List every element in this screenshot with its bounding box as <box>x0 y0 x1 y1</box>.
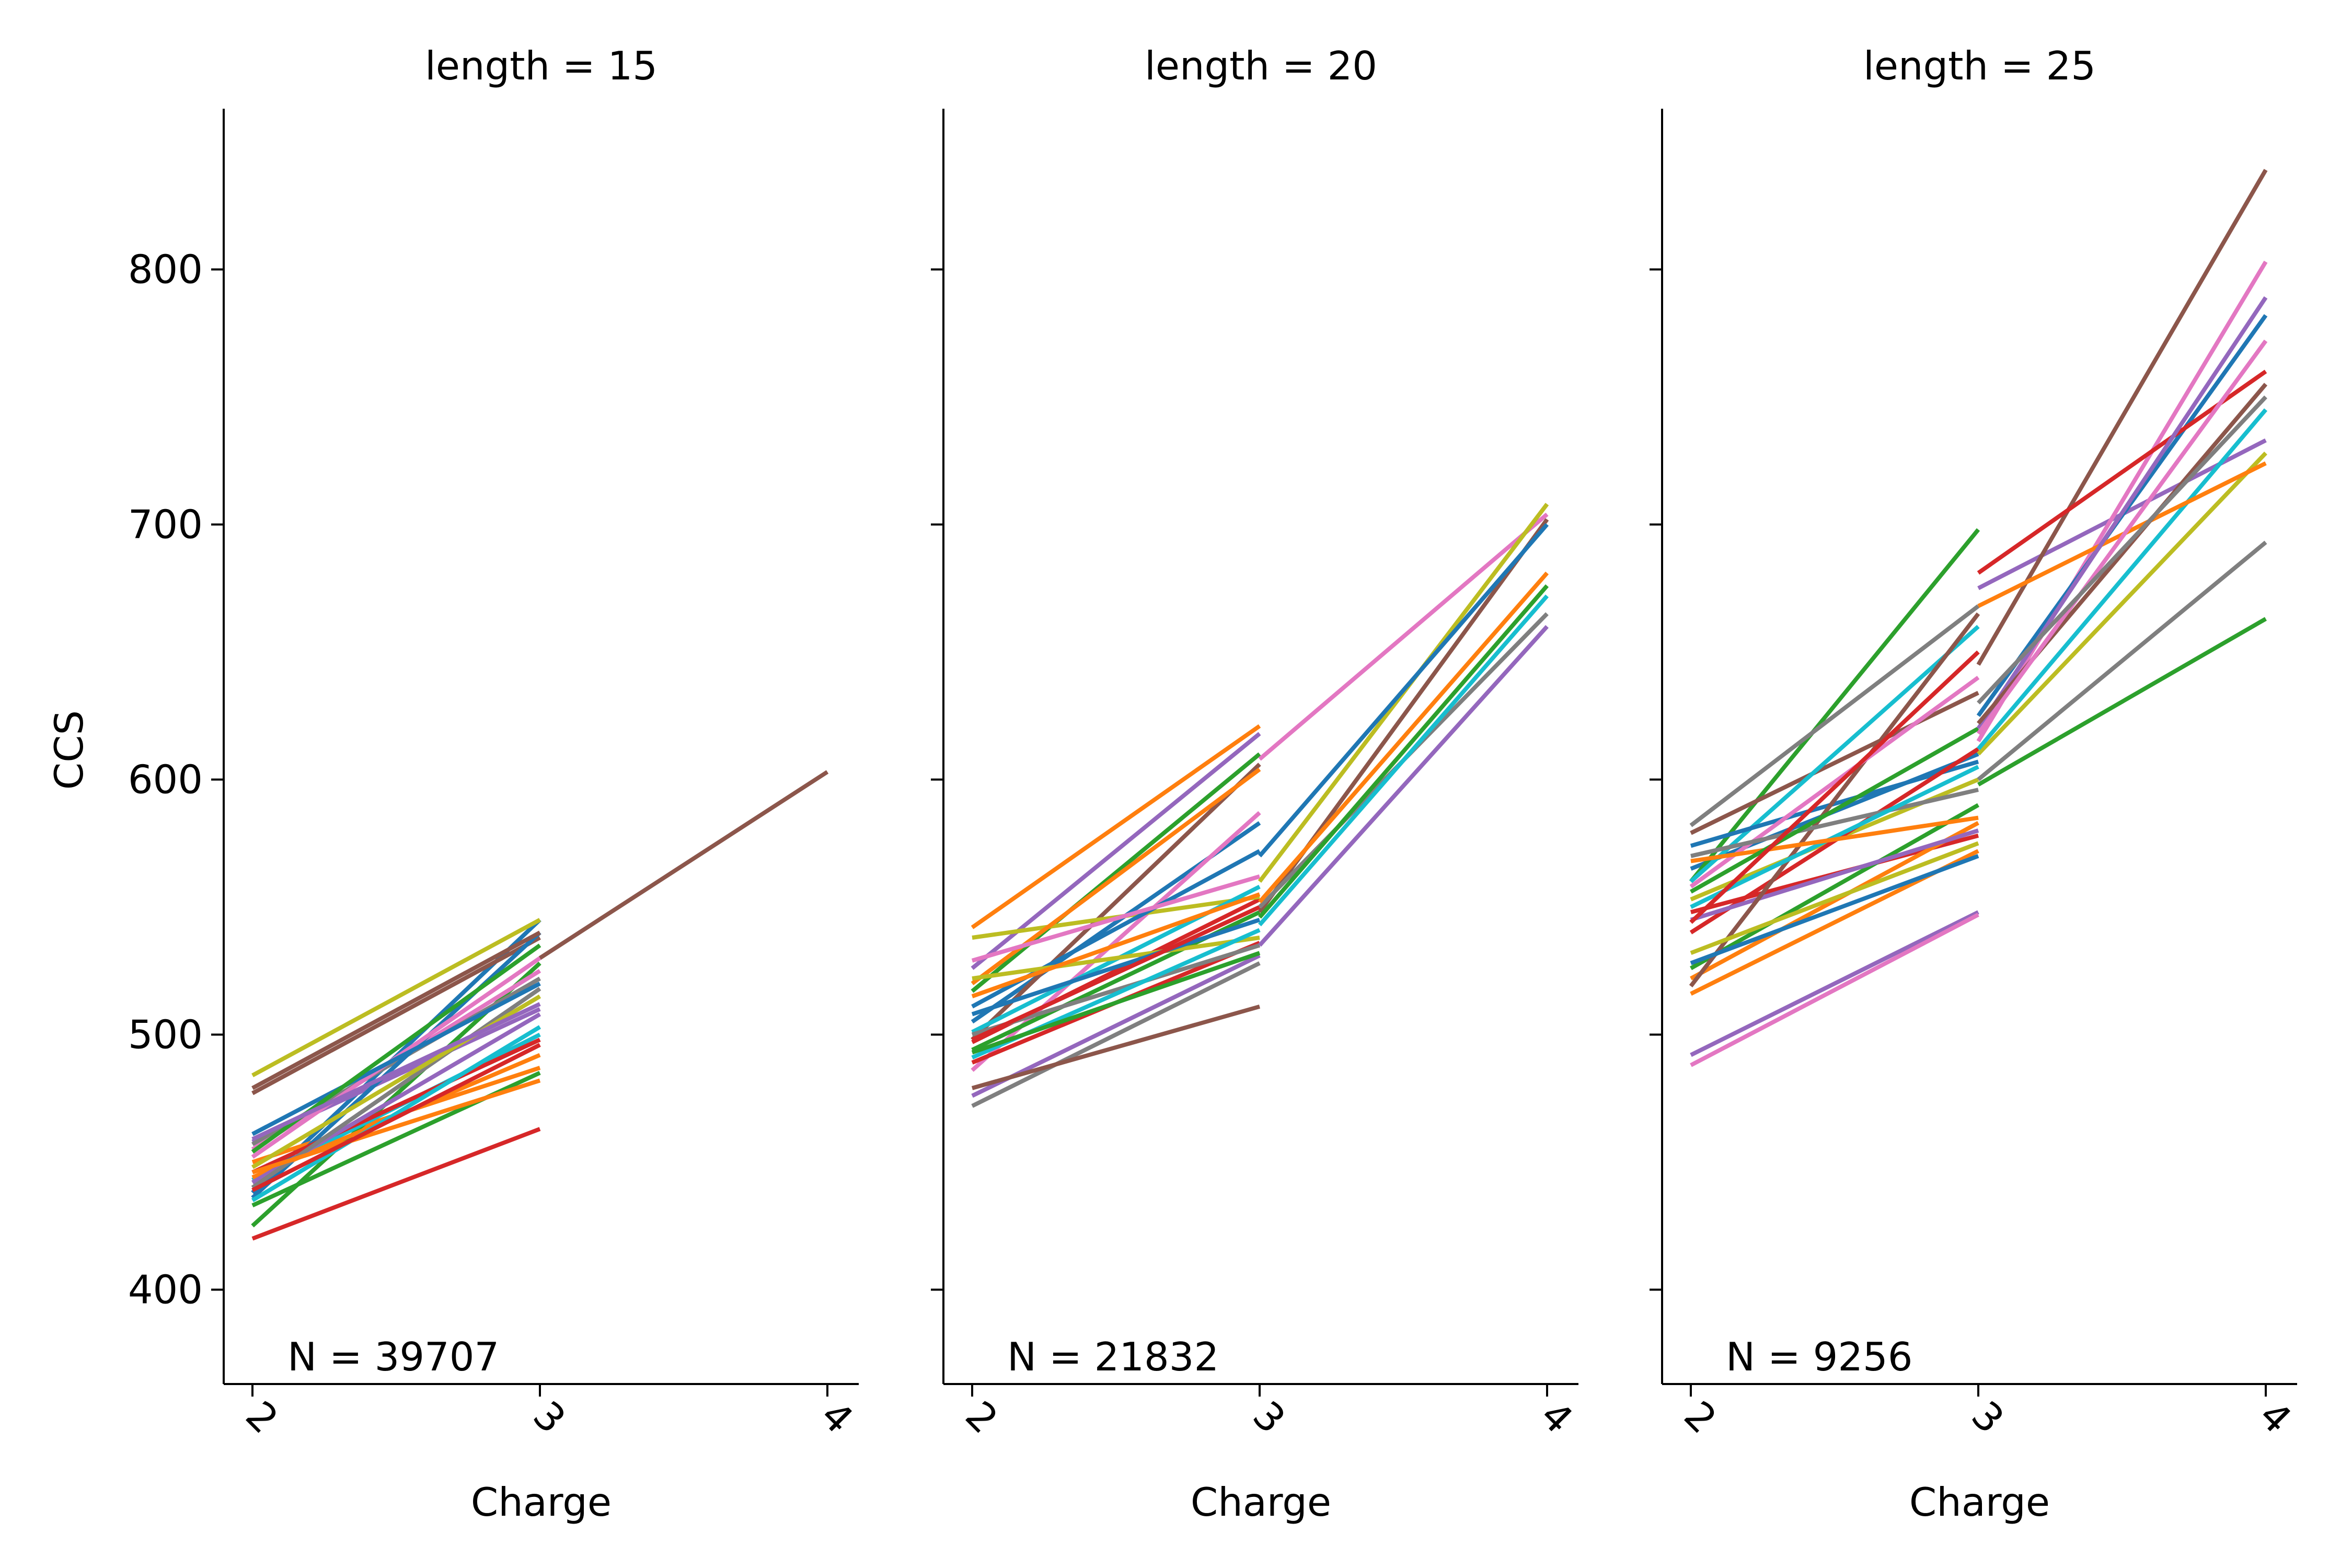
y-tick-label: 700 <box>128 501 203 547</box>
series-line <box>971 892 1261 998</box>
series-line <box>1258 625 1549 947</box>
series-line <box>971 724 1261 929</box>
y-tick-label: 800 <box>128 246 203 292</box>
panel-title: length = 15 <box>425 43 658 89</box>
series-line <box>1690 759 1979 848</box>
x-tick-label: 3 <box>1244 1392 1294 1443</box>
panel-title: length = 25 <box>1863 43 2096 89</box>
y-tick-label: 400 <box>128 1266 203 1312</box>
x-tick-label: 2 <box>1675 1392 1725 1443</box>
panels: length = 15 400 500 600 700 800 2 3 4 Charge N = 3… <box>128 43 2301 1525</box>
series-line <box>1689 650 1980 924</box>
series-line <box>1258 594 1549 927</box>
series-line <box>251 1127 541 1241</box>
series-line <box>1976 260 2268 743</box>
series-line <box>971 1004 1261 1090</box>
series-line <box>971 763 1261 1042</box>
series-line <box>1977 617 2267 787</box>
x-tick-label: 4 <box>812 1392 862 1443</box>
series-line <box>1976 408 2268 751</box>
series-line <box>1690 788 1979 858</box>
series-line <box>251 918 541 1078</box>
panel-title: length = 20 <box>1145 43 1377 89</box>
series-line <box>1690 727 1979 894</box>
series-line <box>1689 625 1980 883</box>
panel-3: length = 25 2 3 4 Charge N = 9256 <box>1650 43 2300 1525</box>
series-line <box>1690 913 1979 1067</box>
series-line <box>1258 571 1549 904</box>
x-tick-label: 3 <box>524 1392 574 1443</box>
series-line <box>251 1037 541 1174</box>
series-line <box>1690 821 1979 981</box>
series-line <box>1689 604 1980 827</box>
series-line <box>251 982 541 1136</box>
series-line <box>971 917 1261 1017</box>
x-tick-label: 4 <box>1531 1392 1582 1443</box>
series-line <box>1690 854 1979 965</box>
series-line <box>1976 296 2268 730</box>
series-line <box>251 1002 541 1142</box>
series-line <box>1689 675 1980 889</box>
series-line <box>251 987 541 1190</box>
series-line <box>251 1025 541 1203</box>
series-line <box>1258 523 1549 858</box>
series-line <box>1977 395 2267 705</box>
series-line <box>1976 169 2268 666</box>
series-line <box>1258 512 1549 761</box>
x-axis-label: Charge <box>471 1479 612 1525</box>
x-tick-label: 2 <box>956 1392 1007 1443</box>
x-axis-label: Charge <box>1909 1479 2050 1525</box>
series-line <box>1690 815 1979 863</box>
series-line <box>1690 803 1979 971</box>
series-line <box>1258 584 1549 919</box>
panel-1: length = 15 400 500 600 700 800 2 3 4 Charge N = 3… <box>128 43 862 1525</box>
y-axis-label: CCS <box>46 710 92 790</box>
series-line <box>251 1043 541 1192</box>
series-line <box>1977 540 2267 781</box>
y-tick-label: 500 <box>128 1011 203 1057</box>
series-line <box>971 961 1261 1108</box>
sample-count-annotation: N = 9256 <box>1726 1334 1913 1380</box>
y-tick-label: 600 <box>128 756 203 802</box>
sample-count-annotation: N = 21832 <box>1007 1334 1219 1380</box>
series-line <box>1690 765 1979 909</box>
series-line <box>251 1078 541 1174</box>
series-line <box>251 930 541 1090</box>
series-line <box>972 936 1260 981</box>
series-line <box>1689 528 1980 883</box>
series-line <box>971 951 1261 1055</box>
series-line <box>1689 612 1980 988</box>
x-tick-label: 3 <box>1963 1392 2013 1443</box>
series-line <box>971 905 1261 1042</box>
x-tick-label: 4 <box>2250 1392 2300 1443</box>
series-line <box>971 874 1261 963</box>
series-line <box>538 770 829 960</box>
sample-count-annotation: N = 39707 <box>287 1334 499 1380</box>
x-axis-label: Charge <box>1191 1479 1331 1525</box>
series-line <box>1690 910 1979 1057</box>
series-line <box>1690 828 1979 922</box>
series-line <box>1977 452 2267 756</box>
series-line <box>251 936 541 1096</box>
series-line <box>971 752 1261 993</box>
panel-2: length = 20 2 3 4 Charge N = 21832 <box>931 43 1582 1525</box>
series-line <box>1976 339 2268 735</box>
x-tick-label: 2 <box>237 1392 287 1443</box>
series-line <box>1690 841 1979 955</box>
series-line <box>1690 690 1979 835</box>
